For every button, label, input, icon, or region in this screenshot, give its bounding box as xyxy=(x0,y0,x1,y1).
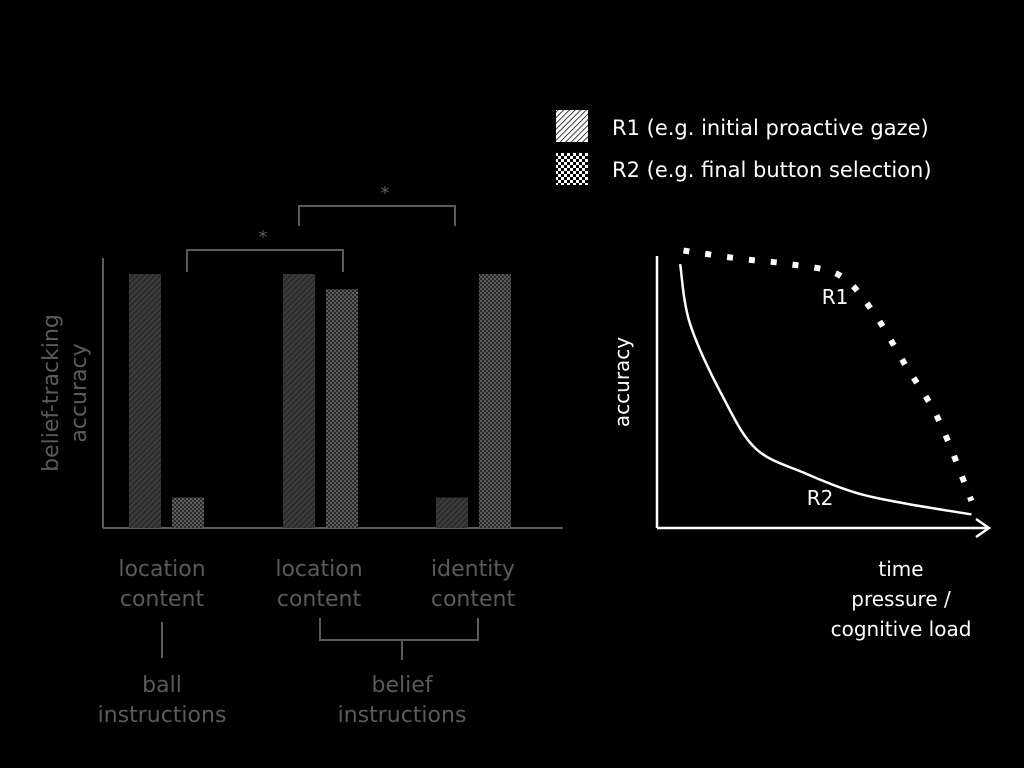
bar-r1-group-2 xyxy=(283,274,315,528)
category-label-3-line2: content xyxy=(431,587,516,612)
super-group-label-ball-line2: instructions xyxy=(98,703,227,728)
legend-label-r1: R1 (e.g. initial proactive gaze) xyxy=(612,116,929,140)
category-label-2-line1: location xyxy=(275,557,362,582)
bar-r2-group-3 xyxy=(479,274,511,528)
category-label-1-line2: content xyxy=(120,587,205,612)
legend: R1 (e.g. initial proactive gaze) R2 (e.g… xyxy=(556,110,932,185)
bar-r1-group-1 xyxy=(129,274,161,528)
legend-swatch-r1 xyxy=(556,110,588,142)
y-axis-label-line1: belief-tracking xyxy=(39,314,64,472)
series-r2-line xyxy=(678,263,972,516)
legend-swatch-r2 xyxy=(556,153,588,185)
series-r2-label: R2 xyxy=(807,486,834,510)
y-axis-label-line2: accuracy xyxy=(67,343,92,442)
significance-star-1: * xyxy=(259,227,268,248)
super-group-label-belief-line1: belief xyxy=(371,673,433,698)
line-chart-y-label: accuracy xyxy=(610,337,634,427)
super-group-label-belief-line2: instructions xyxy=(338,703,467,728)
significance-star-2: * xyxy=(381,183,390,204)
series-r1-label: R1 xyxy=(822,285,849,309)
series-r1-line xyxy=(683,247,975,502)
bar-r2-group-1 xyxy=(172,497,204,528)
super-group-label-ball-line1: ball xyxy=(142,673,182,698)
x-label-line1: time xyxy=(878,557,923,581)
category-label-1-line1: location xyxy=(118,557,205,582)
category-label-3-line1: identity xyxy=(431,557,515,582)
x-axis-arrowhead xyxy=(975,517,992,539)
bar-chart: belief-tracking accuracy * * location co… xyxy=(39,183,563,728)
belief-group-bracket xyxy=(319,618,479,641)
significance-bracket-1: * xyxy=(186,227,344,272)
x-label-line3: cognitive load xyxy=(831,617,972,641)
category-label-2-line2: content xyxy=(277,587,362,612)
bars xyxy=(129,274,511,528)
legend-label-r2: R2 (e.g. final button selection) xyxy=(612,158,932,182)
significance-bracket-2: * xyxy=(298,183,456,226)
x-label-line2: pressure / xyxy=(851,587,951,611)
bar-r2-group-2 xyxy=(326,289,358,528)
line-chart: accuracy R1 R2 time pressure / cognitive… xyxy=(610,247,992,641)
bar-r1-group-3 xyxy=(436,497,468,528)
